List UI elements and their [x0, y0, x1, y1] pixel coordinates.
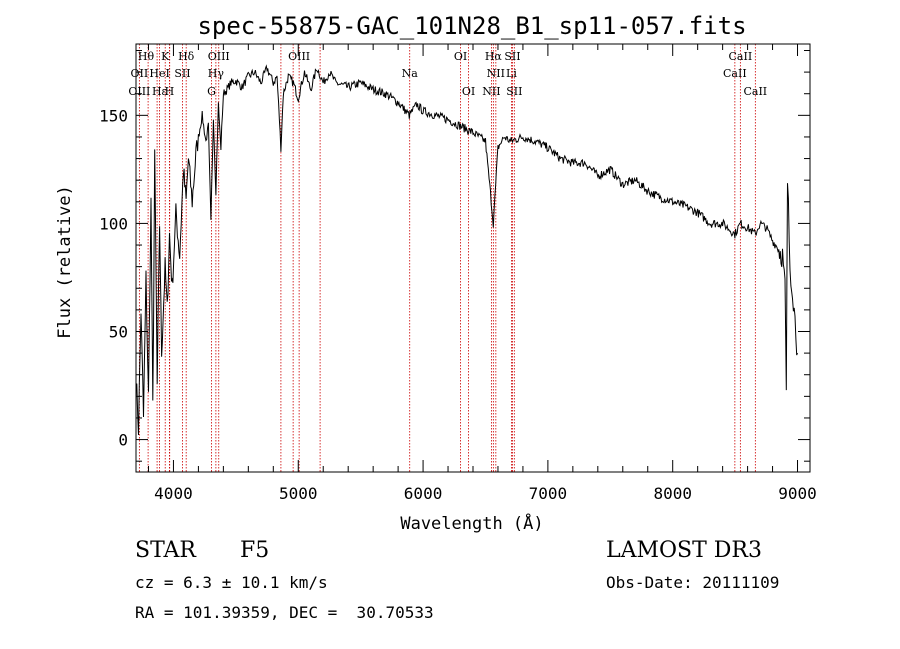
line-label-5: OI	[454, 50, 467, 63]
redshift-text: cz = 6.3 ± 10.1 km/s	[135, 573, 328, 592]
x-tick-label-1: 5000	[279, 484, 318, 503]
x-tick-label-3: 7000	[529, 484, 568, 503]
x-tick-label-2: 6000	[404, 484, 443, 503]
y-tick-label-2: 100	[99, 214, 128, 233]
line-marks-layer	[138, 44, 756, 472]
line-label-20: G	[207, 85, 216, 98]
line-label-24: CaII	[743, 85, 767, 98]
line-label-14: NII	[487, 67, 505, 80]
line-label-4: OIII	[288, 50, 310, 63]
line-label-1: K	[161, 50, 170, 63]
y-tick-label-3: 150	[99, 106, 128, 125]
obs-date-text: Obs-Date: 20111109	[606, 573, 780, 592]
line-label-19: H	[165, 85, 175, 98]
x-tick-label-0: 4000	[154, 484, 193, 503]
line-label-16: CaII	[723, 67, 747, 80]
line-label-23: SII	[506, 85, 522, 98]
y-axis-title: Flux (relative)	[55, 185, 75, 339]
line-label-0: Hθ	[138, 50, 155, 63]
survey-name: LAMOST DR3	[606, 538, 762, 563]
line-label-17: OIII	[128, 85, 150, 98]
line-label-12: Hγ	[208, 67, 225, 80]
plot-frame	[135, 43, 811, 473]
y-tick-label-0: 0	[118, 431, 128, 450]
axis-ticks: 4000 5000 6000 7000 8000 9000 0 50 100 150	[99, 44, 817, 503]
x-axis-title: Wavelength (Å)	[400, 512, 543, 534]
line-label-13: Na	[402, 67, 419, 80]
line-label-22: NII	[482, 85, 500, 98]
chart-title: spec-55875-GAC_101N28_B1_sp11-057.fits	[197, 12, 746, 40]
x-tick-label-4: 8000	[653, 484, 692, 503]
line-label-18: Hε	[152, 85, 168, 98]
y-tick-label-1: 50	[109, 322, 128, 341]
line-label-6: Hα	[485, 50, 503, 63]
line-label-15: Li	[506, 67, 517, 80]
line-label-10: HeI	[149, 67, 169, 80]
line-label-7: SII	[504, 50, 520, 63]
coordinates-text: RA = 101.39359, DEC = 30.70533	[135, 603, 434, 622]
line-label-8: CaII	[729, 50, 753, 63]
line-label-21: OI	[462, 85, 475, 98]
line-label-2: Hδ	[178, 50, 195, 63]
line-label-11: SII	[174, 67, 190, 80]
line-label-9: OII	[131, 67, 149, 80]
x-tick-label-5: 9000	[778, 484, 817, 503]
object-type: STAR	[135, 538, 196, 563]
object-subclass: F5	[240, 538, 270, 563]
spectrum-series-line	[135, 64, 798, 436]
line-label-3: OIII	[208, 50, 230, 63]
